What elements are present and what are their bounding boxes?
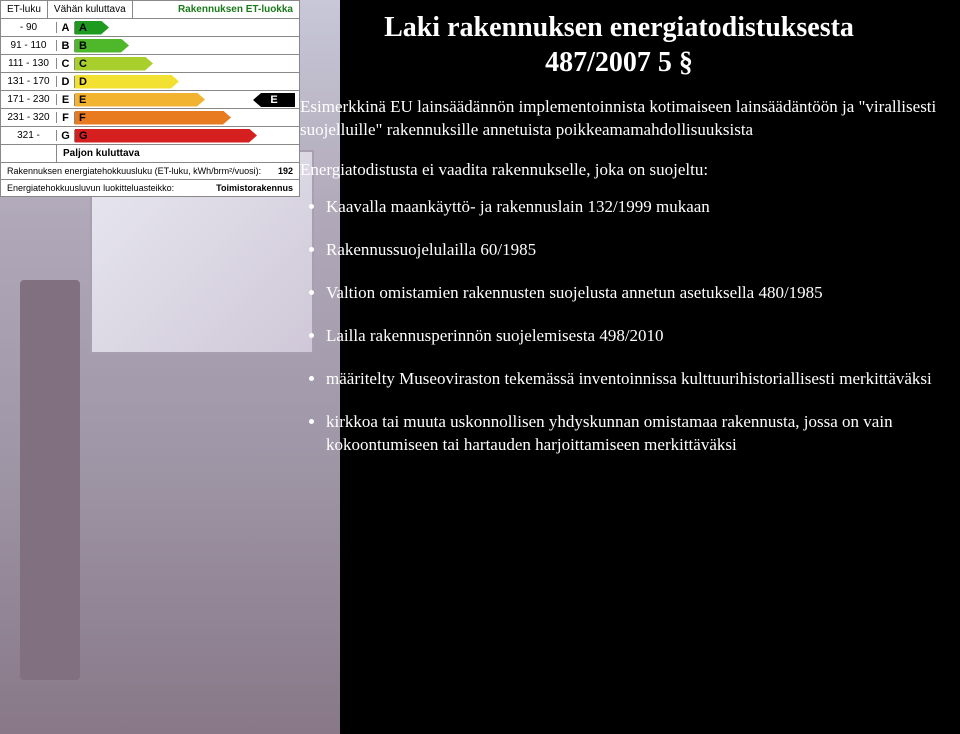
et-row: - 90AA <box>1 19 299 37</box>
et-row: 321 -GG <box>1 127 299 145</box>
bullet-item: määritelty Museoviraston tekemässä inven… <box>326 368 938 391</box>
et-letter: C <box>57 58 75 70</box>
bullet-item: Kaavalla maankäyttö- ja rakennuslain 132… <box>326 196 938 219</box>
bullet-item: Rakennussuojelulailla 60/1985 <box>326 239 938 262</box>
et-row: 91 - 110BB <box>1 37 299 55</box>
et-footer-range <box>1 145 57 162</box>
et-card-header: ET-luku Vähän kuluttava Rakennuksen ET-l… <box>1 1 299 19</box>
et-bar-cell: B <box>75 37 299 54</box>
slide-title: Laki rakennuksen energiatodistuksesta 48… <box>300 10 938 80</box>
et-bar-cell: D <box>75 73 299 90</box>
bullet-item: Valtion omistamien rakennusten suojelust… <box>326 282 938 305</box>
et-row: 231 - 320FF <box>1 109 299 127</box>
et-bar-cell: C <box>75 55 299 72</box>
et-meta-1: Rakennuksen energiatehokkuusluku (ET-luk… <box>1 163 299 180</box>
title-line-1: Laki rakennuksen energiatodistuksesta <box>384 12 854 43</box>
et-pointer: E <box>253 93 295 107</box>
et-classification-card: ET-luku Vähän kuluttava Rakennuksen ET-l… <box>0 0 300 197</box>
et-bar: G <box>75 129 257 143</box>
et-range: 91 - 110 <box>1 40 57 51</box>
et-range: 231 - 320 <box>1 112 57 123</box>
title-line-2: 487/2007 5 § <box>545 47 693 78</box>
et-row: 111 - 130CC <box>1 55 299 73</box>
et-letter: D <box>57 76 75 88</box>
et-range: 131 - 170 <box>1 76 57 87</box>
et-bar: F <box>75 111 231 125</box>
bullet-list: Kaavalla maankäyttö- ja rakennuslain 132… <box>300 196 938 457</box>
et-row: 171 - 230EEE <box>1 91 299 109</box>
et-meta-2: Energiatehokkuusluvun luokitteluasteikko… <box>1 180 299 196</box>
et-header-col1: ET-luku <box>1 1 48 18</box>
et-meta-1-val: 192 <box>272 166 293 176</box>
et-range: 171 - 230 <box>1 94 57 105</box>
et-header-col3: Rakennuksen ET-luokka <box>133 1 299 18</box>
et-letter: A <box>57 22 75 34</box>
bullet-item: Lailla rakennusperinnön suojelemisesta 4… <box>326 325 938 348</box>
et-letter: G <box>57 130 75 142</box>
et-letter: B <box>57 40 75 52</box>
et-footer: Paljon kuluttava <box>1 145 299 163</box>
et-bar-cell: EE <box>75 91 299 108</box>
et-range: 111 - 130 <box>1 58 57 69</box>
et-bar-cell: F <box>75 109 299 126</box>
et-bar: C <box>75 57 153 71</box>
et-range: - 90 <box>1 22 57 33</box>
et-meta-1-label: Rakennuksen energiatehokkuusluku (ET-luk… <box>7 166 272 176</box>
slide-subheading: Energiatodistusta ei vaadita rakennuksel… <box>300 160 938 180</box>
et-row: 131 - 170DD <box>1 73 299 91</box>
slide-text-block: Laki rakennuksen energiatodistuksesta 48… <box>300 10 950 476</box>
et-footer-label: Paljon kuluttava <box>57 145 299 162</box>
et-letter: E <box>57 94 75 106</box>
et-bar: B <box>75 39 129 53</box>
et-bar: E <box>75 93 205 107</box>
et-meta-2-label: Energiatehokkuusluvun luokitteluasteikko… <box>7 183 210 193</box>
slide-intro: Esimerkkinä EU lainsäädännön implementoi… <box>300 96 938 142</box>
et-range: 321 - <box>1 130 57 141</box>
et-bar-cell: A <box>75 19 299 36</box>
et-header-col2: Vähän kuluttava <box>48 1 133 18</box>
et-bar: A <box>75 21 109 35</box>
et-bar-cell: G <box>75 127 299 144</box>
bullet-item: kirkkoa tai muuta uskonnollisen yhdyskun… <box>326 411 938 457</box>
et-bar: D <box>75 75 179 89</box>
et-letter: F <box>57 112 75 124</box>
et-meta-2-val: Toimistorakennus <box>210 183 293 193</box>
